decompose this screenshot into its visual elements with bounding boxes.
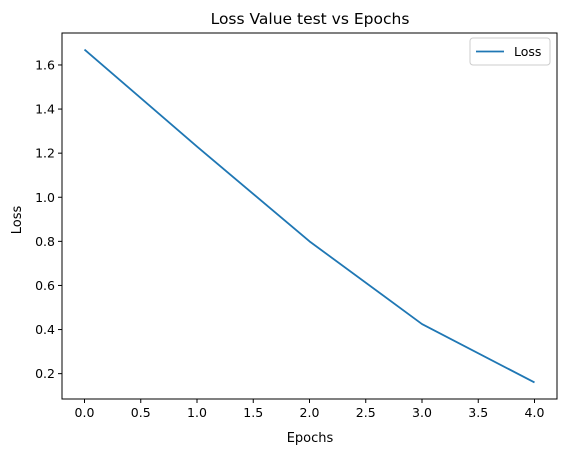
plot-frame: [61, 32, 558, 400]
y-axis-label: Loss: [10, 206, 25, 235]
series-line-0: [83, 48, 535, 384]
y-tick-label: 0.6: [35, 278, 55, 293]
x-tick-label: 1.0: [187, 405, 207, 420]
legend-label-loss: Loss: [514, 44, 541, 59]
y-tick-label: 0.8: [35, 234, 55, 249]
x-axis-label: Epochs: [287, 431, 334, 446]
x-tick-label: 4.0: [525, 405, 545, 420]
x-tick-label: 0.5: [131, 405, 151, 420]
y-tick-label: 1.2: [35, 146, 55, 161]
x-tick-label: 3.0: [412, 405, 432, 420]
x-tick-label: 3.5: [468, 405, 488, 420]
chart-title: Loss Value test vs Epochs: [211, 10, 410, 28]
y-tick-label: 1.0: [35, 190, 55, 205]
x-tick-label: 2.0: [300, 405, 320, 420]
y-tick-label: 0.4: [35, 322, 55, 337]
x-tick-label: 1.5: [243, 405, 263, 420]
y-tick-label: 0.2: [35, 366, 55, 381]
x-tick-label: 0.0: [75, 405, 95, 420]
x-tick-label: 2.5: [356, 405, 376, 420]
y-tick-label: 1.6: [35, 57, 55, 72]
y-tick-label: 1.4: [35, 102, 55, 117]
legend: Loss: [469, 37, 551, 66]
legend-box: [469, 37, 551, 66]
